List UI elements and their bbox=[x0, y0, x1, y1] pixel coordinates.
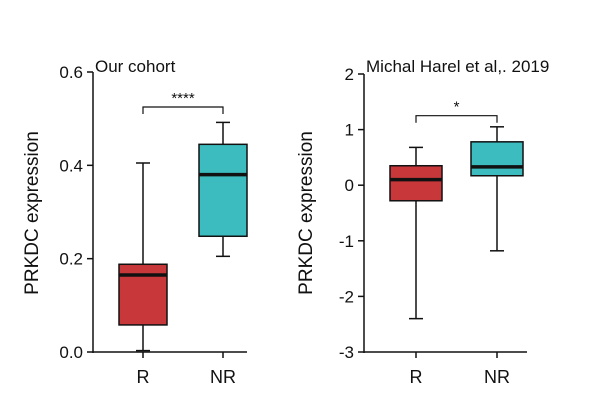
y-tick-label: -3 bbox=[339, 343, 354, 362]
significance-bracket bbox=[415, 115, 498, 123]
panel-1: 0.0 0.2 0.4 0.6 R NR PRKDC expression Our cohor… bbox=[22, 57, 248, 387]
box-R bbox=[389, 146, 443, 320]
box-NR bbox=[198, 121, 248, 258]
y-tick-label: 0.6 bbox=[59, 63, 83, 82]
x-tick-label: R bbox=[137, 367, 150, 387]
box-iqr bbox=[389, 164, 443, 202]
y-tick-label: 1 bbox=[345, 121, 354, 140]
x-tick-label: NR bbox=[484, 367, 510, 387]
significance-label: * bbox=[454, 99, 460, 116]
y-axis-title: PRKDC expression bbox=[22, 131, 43, 295]
x-tick-label: NR bbox=[210, 367, 236, 387]
significance-label: **** bbox=[171, 90, 195, 107]
x-tick-label: R bbox=[410, 367, 423, 387]
box-iqr bbox=[198, 143, 248, 238]
y-tick-label: 0.2 bbox=[59, 250, 83, 269]
panel-2: -3 -2 -1 0 1 2 R NR PRKDC expression Michal Harel… bbox=[296, 57, 549, 387]
y-axis-title: PRKDC expression bbox=[296, 131, 317, 295]
box-NR bbox=[470, 126, 524, 252]
box-R bbox=[118, 162, 168, 352]
y-tick-label: 0.4 bbox=[59, 156, 83, 175]
y-tick-label: -2 bbox=[339, 287, 354, 306]
y-tick-label: 0 bbox=[345, 176, 354, 195]
y-tick-label: -1 bbox=[339, 232, 354, 251]
significance-bracket bbox=[142, 106, 224, 114]
box-iqr bbox=[470, 141, 524, 177]
y-tick-label: 0.0 bbox=[59, 343, 83, 362]
y-tick-label: 2 bbox=[345, 65, 354, 84]
panel-title: Michal Harel et al,. 2019 bbox=[366, 57, 549, 76]
panel-title: Our cohort bbox=[95, 57, 176, 76]
